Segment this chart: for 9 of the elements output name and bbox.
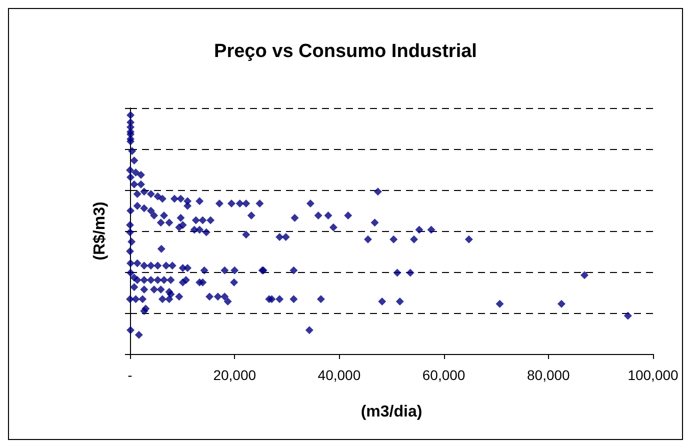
x-axis-title: (m3/dia) (360, 404, 422, 420)
x-tick-label: 100,000 (628, 367, 679, 383)
y-axis-title: (R$/m3) (92, 202, 108, 260)
x-tick-label: 80,000 (526, 367, 570, 383)
chart-title: Preço vs Consumo Industrial (214, 41, 477, 62)
x-tick-label: 60,000 (422, 367, 466, 383)
x-tick-label: - (128, 367, 133, 383)
x-tick-label: 40,000 (318, 367, 361, 383)
x-tick-label: 20,000 (213, 367, 256, 383)
